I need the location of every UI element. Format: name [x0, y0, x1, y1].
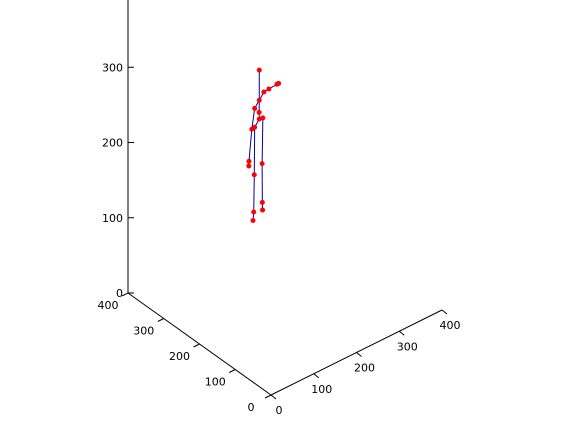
y-tick-label: 100 [205, 376, 226, 389]
z-tick-label: 0 [116, 287, 123, 300]
joint-marker-right-shoulder [252, 106, 256, 110]
y-tick-label: 0 [248, 401, 255, 414]
skeleton-joints [247, 68, 281, 223]
z-tick-label: 100 [102, 212, 123, 225]
x-tick-mark [314, 374, 319, 378]
joint-marker-right-wrist [247, 159, 251, 163]
tick-labels: 010020030040001002003004000100200300400 [98, 0, 461, 417]
joint-marker-right-hand [247, 164, 251, 168]
y-tick-mark [265, 395, 271, 398]
joint-marker-right-foot [251, 218, 255, 222]
joint-marker-torso [257, 110, 261, 114]
x-tick-label: 300 [397, 340, 418, 353]
y-tick-label: 400 [98, 299, 119, 312]
y-tick-label: 300 [133, 325, 154, 338]
joint-marker-right-hip [252, 125, 256, 129]
joint-marker-left-hand [276, 81, 280, 85]
x-tick-mark [399, 331, 404, 335]
joint-marker-right-knee [252, 173, 256, 177]
joint-marker-left-hip [261, 116, 265, 120]
x-tick-mark [357, 353, 362, 357]
x-tick-label: 100 [311, 383, 332, 396]
x-tick-label: 400 [440, 319, 461, 332]
joint-marker-neck [257, 98, 261, 102]
bone-line [254, 175, 255, 212]
x-tick-label: 200 [354, 362, 375, 375]
joint-marker-head [257, 68, 261, 72]
x-tick-label: 0 [276, 404, 283, 417]
x-tick-mark [442, 310, 447, 314]
y-tick-mark [158, 319, 164, 322]
bone-line [262, 118, 263, 164]
y-tick-label: 200 [169, 350, 190, 363]
joint-marker-left-foot [260, 208, 264, 212]
z-tick-label: 200 [102, 137, 123, 150]
bone-line [249, 129, 252, 161]
x-tick-mark [271, 395, 276, 399]
y-tick-mark [194, 344, 200, 347]
joint-marker-left-elbow [267, 87, 271, 91]
joint-marker-right-ankle [252, 210, 256, 214]
axes-lines [122, 0, 447, 399]
y-tick-mark [229, 370, 235, 373]
z-tick-label: 300 [102, 61, 123, 74]
joint-marker-left-ankle [260, 200, 264, 204]
joint-marker-left-shoulder [262, 90, 266, 94]
joint-marker-left-knee [260, 161, 264, 165]
